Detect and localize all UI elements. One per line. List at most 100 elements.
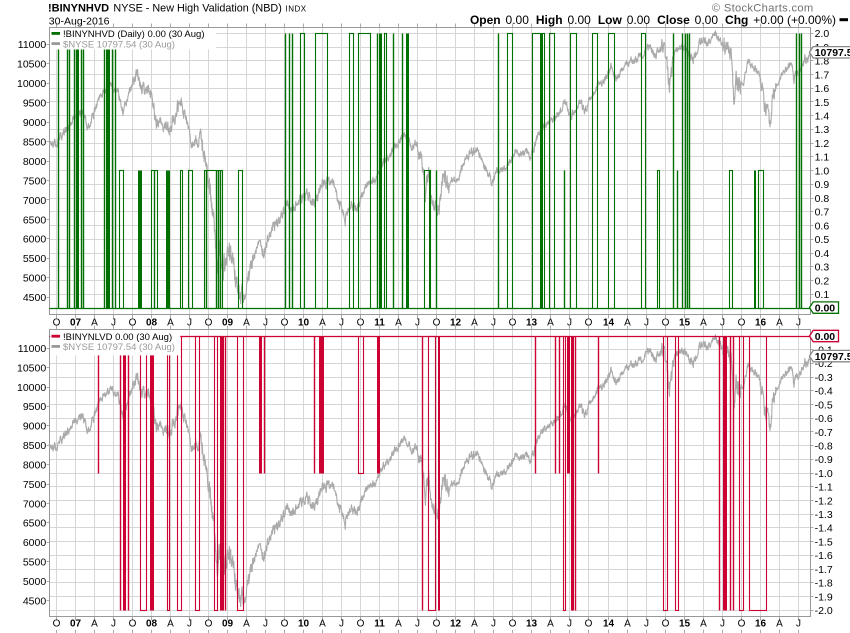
svg-text:A: A bbox=[319, 619, 326, 630]
svg-text:-1.0: -1.0 bbox=[815, 468, 833, 480]
svg-text:9000: 9000 bbox=[23, 421, 47, 433]
svg-text:0.2: 0.2 bbox=[815, 275, 830, 287]
svg-text:A: A bbox=[624, 318, 631, 329]
svg-text:J: J bbox=[644, 318, 649, 329]
svg-text:6000: 6000 bbox=[23, 537, 47, 549]
svg-text:13: 13 bbox=[526, 318, 538, 329]
svg-text:O: O bbox=[433, 318, 441, 329]
svg-text:12: 12 bbox=[450, 318, 462, 329]
svg-text:10797.5: 10797.5 bbox=[815, 47, 850, 59]
svg-text:A: A bbox=[91, 318, 98, 329]
svg-text:A: A bbox=[547, 619, 554, 630]
svg-text:J: J bbox=[339, 318, 344, 329]
svg-text:8000: 8000 bbox=[23, 156, 47, 168]
svg-text:O: O bbox=[585, 318, 593, 329]
svg-text:O: O bbox=[585, 619, 593, 630]
svg-text:O: O bbox=[281, 318, 289, 329]
svg-text:8500: 8500 bbox=[23, 440, 47, 452]
svg-text:-2.0: -2.0 bbox=[815, 605, 833, 617]
svg-text:1.4: 1.4 bbox=[815, 111, 830, 123]
svg-text:09: 09 bbox=[222, 318, 234, 329]
svg-text:09: 09 bbox=[222, 619, 234, 630]
svg-text:08: 08 bbox=[146, 619, 158, 630]
svg-text:7000: 7000 bbox=[23, 195, 47, 207]
svg-text:INDX: INDX bbox=[286, 5, 307, 14]
svg-text:4500: 4500 bbox=[23, 292, 47, 304]
svg-text:2.0: 2.0 bbox=[815, 28, 830, 40]
svg-text:!BINYNHVD: !BINYNHVD bbox=[48, 3, 109, 15]
svg-text:10797.5: 10797.5 bbox=[815, 351, 850, 363]
svg-text:15: 15 bbox=[679, 619, 691, 630]
svg-text:J: J bbox=[567, 318, 572, 329]
svg-text:0.5: 0.5 bbox=[815, 234, 830, 246]
svg-text:-1.8: -1.8 bbox=[815, 578, 833, 590]
svg-text:A: A bbox=[547, 318, 554, 329]
svg-text:16: 16 bbox=[755, 619, 767, 630]
svg-text:A: A bbox=[700, 318, 707, 329]
svg-text:5000: 5000 bbox=[23, 273, 47, 285]
svg-text:O: O bbox=[433, 619, 441, 630]
svg-text:5500: 5500 bbox=[23, 253, 47, 265]
svg-text:1.5: 1.5 bbox=[815, 97, 830, 109]
svg-text:14: 14 bbox=[603, 619, 615, 630]
svg-text:J: J bbox=[491, 318, 496, 329]
svg-text:J: J bbox=[263, 619, 268, 630]
svg-text:J: J bbox=[796, 619, 801, 630]
svg-text:0.4: 0.4 bbox=[815, 248, 830, 260]
svg-text:O: O bbox=[738, 318, 746, 329]
svg-text:J: J bbox=[644, 619, 649, 630]
svg-text:0.1: 0.1 bbox=[815, 289, 830, 301]
svg-text:J: J bbox=[415, 619, 420, 630]
svg-text:15: 15 bbox=[679, 318, 691, 329]
svg-text:NYSE - New High Validation (NB: NYSE - New High Validation (NBD) bbox=[113, 3, 281, 15]
svg-text:0.8: 0.8 bbox=[815, 193, 830, 205]
svg-text:7500: 7500 bbox=[23, 479, 47, 491]
svg-text:5500: 5500 bbox=[23, 556, 47, 568]
svg-text:-1.2: -1.2 bbox=[815, 495, 833, 507]
svg-text:J: J bbox=[111, 619, 116, 630]
svg-text:11000: 11000 bbox=[18, 343, 47, 355]
svg-text:A: A bbox=[91, 619, 98, 630]
svg-text:O: O bbox=[509, 318, 517, 329]
svg-text:O: O bbox=[129, 318, 137, 329]
svg-text:10000: 10000 bbox=[17, 382, 46, 394]
svg-text:$NYSE 10797.54 (30 Aug): $NYSE 10797.54 (30 Aug) bbox=[63, 342, 175, 353]
svg-text:1.6: 1.6 bbox=[815, 83, 830, 95]
svg-text:J: J bbox=[567, 619, 572, 630]
svg-text:O: O bbox=[662, 318, 670, 329]
svg-text:1.1: 1.1 bbox=[815, 152, 830, 164]
svg-text:A: A bbox=[395, 619, 402, 630]
svg-text:-0.6: -0.6 bbox=[815, 413, 833, 425]
svg-text:$NYSE 10797.54 (30 Aug): $NYSE 10797.54 (30 Aug) bbox=[63, 39, 175, 50]
svg-text:-1.5: -1.5 bbox=[815, 536, 833, 548]
svg-text:10500: 10500 bbox=[17, 362, 46, 374]
svg-text:5000: 5000 bbox=[23, 576, 47, 588]
svg-text:11: 11 bbox=[374, 619, 385, 630]
svg-text:1.2: 1.2 bbox=[815, 138, 830, 150]
svg-text:1.0: 1.0 bbox=[815, 165, 830, 177]
svg-text:-1.4: -1.4 bbox=[815, 523, 833, 535]
svg-text:J: J bbox=[415, 318, 420, 329]
svg-text:30-Aug-2016: 30-Aug-2016 bbox=[49, 16, 110, 28]
svg-text:J: J bbox=[796, 318, 801, 329]
svg-text:O: O bbox=[357, 318, 365, 329]
svg-text:07: 07 bbox=[70, 318, 82, 329]
svg-text:6000: 6000 bbox=[23, 234, 47, 246]
svg-text:A: A bbox=[624, 619, 631, 630]
svg-text:11000: 11000 bbox=[18, 39, 47, 51]
svg-text:8500: 8500 bbox=[23, 136, 47, 148]
svg-text:08: 08 bbox=[146, 318, 158, 329]
svg-text:0.7: 0.7 bbox=[815, 207, 830, 219]
svg-text:-1.9: -1.9 bbox=[815, 591, 833, 603]
svg-text:9000: 9000 bbox=[23, 117, 47, 129]
svg-text:J: J bbox=[187, 318, 192, 329]
svg-text:-1.6: -1.6 bbox=[815, 550, 833, 562]
svg-text:O: O bbox=[509, 619, 517, 630]
svg-text:A: A bbox=[167, 619, 174, 630]
svg-text:07: 07 bbox=[70, 619, 82, 630]
svg-text:O: O bbox=[357, 619, 365, 630]
svg-text:A: A bbox=[700, 619, 707, 630]
svg-text:J: J bbox=[720, 619, 725, 630]
svg-text:11: 11 bbox=[374, 318, 385, 329]
